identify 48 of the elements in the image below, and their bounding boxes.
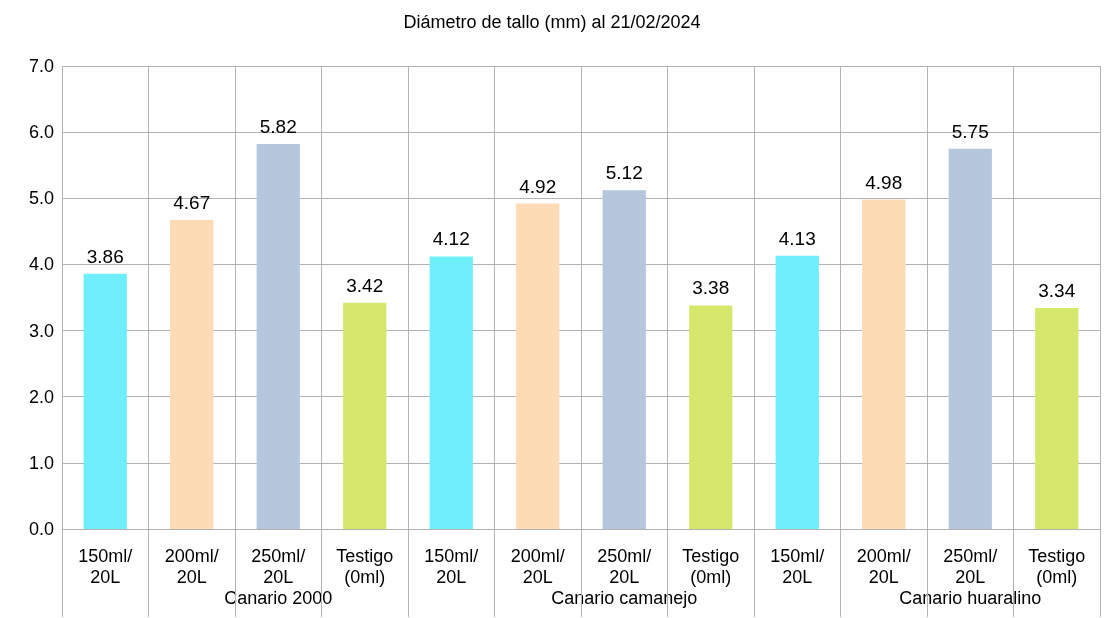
bar [862,199,906,529]
bar [689,305,733,529]
y-tick-label: 7.0 [28,56,54,76]
data-label: 4.98 [865,171,903,193]
x-tick-label: Testigo (0ml) [682,545,740,587]
x-tick-label: Testigo (0ml) [1028,545,1086,587]
data-label: 3.38 [692,277,730,299]
data-label: 4.67 [173,192,211,214]
data-label: 4.13 [778,227,816,249]
y-tick-label: 6.0 [28,122,54,143]
bar [775,255,819,529]
data-label: 5.82 [259,116,297,138]
x-tick-label: 150ml/20L [78,545,133,587]
data-label: 5.75 [951,120,989,142]
bar [83,273,127,529]
bar [256,144,300,529]
bar [1035,308,1079,529]
bar [429,256,473,529]
bar [343,302,387,529]
chart-title: Diámetro de tallo (mm) al 21/02/2024 [403,12,701,32]
y-tick-label: 3.0 [28,320,54,341]
data-label: 5.12 [605,162,643,184]
y-tick-label: 2.0 [28,386,54,407]
x-tick-label: Testigo (0ml) [336,545,394,587]
x-tick-label: 200ml/20L [856,545,911,587]
text: Canario camanejo [551,588,698,608]
y-tick-label: 1.0 [28,452,54,473]
data-label: 3.34 [1038,280,1076,302]
bar [170,220,214,529]
x-tick-label: 200ml/20L [510,545,565,587]
x-tick-label: 150ml/20L [770,545,825,587]
data-label: 4.12 [432,228,470,250]
bar [516,203,560,529]
text: Canario 2000 [224,588,333,608]
x-tick-label: 200ml/20L [164,545,219,587]
x-tick-label: 150ml/20L [424,545,479,587]
y-tick-label: 4.0 [28,254,54,275]
text: Canario huaralino [899,588,1042,608]
bar [948,148,992,529]
data-label: 3.42 [346,274,384,296]
data-label: 4.92 [519,175,557,197]
bar [602,190,646,529]
x-tick-label: 250ml/20L [943,545,998,587]
y-tick-label: 5.0 [28,188,54,209]
x-tick-label: 250ml/20L [251,545,306,587]
y-tick-label: 0.0 [28,519,54,539]
data-label: 3.86 [86,245,124,267]
x-tick-label: 250ml/20L [597,545,652,587]
